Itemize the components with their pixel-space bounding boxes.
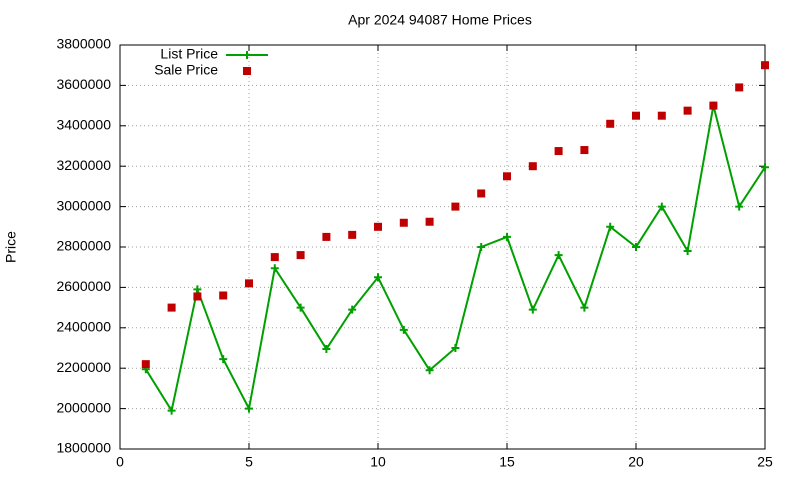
y-tick-label: 2600000: [56, 278, 111, 294]
point-marker: [374, 273, 382, 282]
point-marker: [554, 147, 563, 156]
point-marker: [219, 291, 228, 300]
point-marker: [657, 202, 666, 211]
point-marker: [399, 325, 408, 334]
point-marker: [657, 111, 666, 120]
point-marker: [348, 305, 357, 314]
chart-title: Apr 2024 94087 Home Prices: [348, 12, 532, 28]
y-tick-label: 3200000: [56, 157, 111, 173]
point-marker: [709, 101, 718, 110]
x-tick-label: 20: [628, 454, 644, 470]
point-marker: [322, 345, 331, 354]
point-marker: [477, 189, 486, 198]
point-marker: [141, 360, 150, 369]
point-marker: [528, 162, 537, 171]
point-marker: [554, 251, 563, 260]
y-axis-label: Price: [3, 231, 19, 263]
point-marker: [606, 222, 615, 231]
point-marker: [451, 344, 460, 352]
point-marker: [270, 253, 279, 262]
y-tick-label: 2200000: [56, 359, 111, 375]
point-marker: [632, 243, 640, 251]
x-tick-label: 10: [370, 454, 386, 470]
legend-label: List Price: [160, 46, 218, 62]
y-tick-label: 1800000: [56, 440, 111, 456]
point-marker: [580, 303, 589, 312]
y-tick-label: 3600000: [56, 76, 111, 92]
y-tick-label: 3000000: [56, 197, 111, 213]
x-tick-label: 5: [245, 454, 253, 470]
point-marker: [296, 303, 305, 312]
point-marker: [503, 172, 511, 181]
point-marker: [451, 202, 460, 211]
point-marker: [425, 217, 434, 226]
point-marker: [322, 232, 331, 241]
y-tick-label: 2400000: [56, 319, 111, 335]
point-marker: [374, 222, 382, 231]
point-marker: [735, 202, 744, 211]
point-marker: [270, 264, 279, 273]
legend-swatch: [243, 51, 251, 59]
plot-frame: [119, 44, 766, 450]
legend-swatch: [243, 67, 251, 75]
y-tick-label: 2800000: [56, 238, 111, 254]
point-marker: [683, 247, 692, 256]
point-marker: [528, 305, 537, 314]
point-marker: [606, 119, 615, 128]
point-marker: [219, 355, 228, 364]
y-tick-label: 3400000: [56, 117, 111, 133]
x-tick-label: 25: [757, 454, 773, 470]
point-marker: [735, 83, 744, 92]
y-tick-label: 3800000: [56, 36, 111, 52]
point-marker: [193, 285, 202, 294]
point-marker: [425, 366, 434, 375]
y-tick-label: 2000000: [56, 399, 111, 415]
x-tick-label: 0: [116, 454, 124, 470]
point-marker: [580, 146, 589, 155]
point-marker: [683, 106, 692, 115]
point-marker: [503, 232, 511, 241]
legend-label: Sale Price: [154, 62, 218, 78]
point-marker: [399, 218, 408, 227]
point-marker: [632, 111, 640, 120]
point-marker: [245, 279, 253, 288]
point-marker: [296, 251, 305, 260]
point-marker: [761, 163, 769, 172]
point-marker: [477, 243, 486, 251]
point-marker: [167, 406, 176, 415]
point-marker: [193, 292, 202, 301]
x-tick-label: 15: [499, 454, 515, 470]
point-marker: [348, 230, 357, 239]
point-marker: [761, 61, 769, 70]
point-marker: [245, 404, 253, 413]
point-marker: [167, 303, 176, 312]
